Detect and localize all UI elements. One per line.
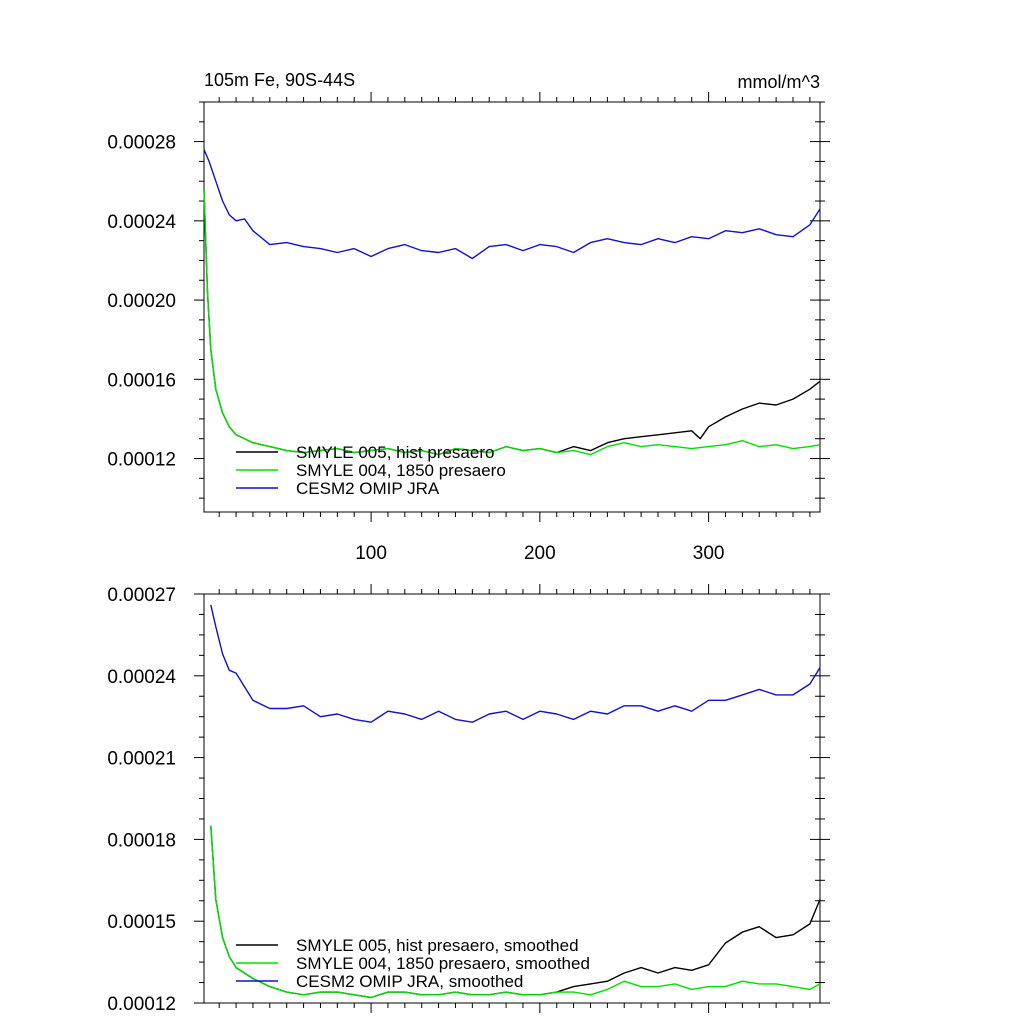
y-tick-label: 0.00018 bbox=[107, 830, 176, 851]
legend-label: CESM2 OMIP JRA bbox=[296, 479, 440, 498]
units-label: mmol/m^3 bbox=[738, 72, 820, 92]
top-panel: 0.00012 0.00016 0.00020 0.00024 0.00028 100 20… bbox=[107, 70, 830, 564]
bottom-panel: 0.00012 0.00015 0.00018 0.00021 0.00024 0.000… bbox=[107, 584, 830, 1015]
plot-frame bbox=[203, 101, 821, 513]
x-tick-label: 100 bbox=[355, 543, 387, 564]
legend-label: CESM2 OMIP JRA, smoothed bbox=[296, 972, 523, 991]
chart-title: 105m Fe, 90S-44S bbox=[204, 70, 355, 90]
legend-label: SMYLE 004, 1850 presaero, smoothed bbox=[296, 954, 590, 973]
x-tick-label: 300 bbox=[693, 543, 725, 564]
legend-label: SMYLE 005, hist presaero bbox=[296, 443, 494, 462]
series-line-2 bbox=[203, 189, 821, 456]
y-tick-label: 0.00020 bbox=[107, 291, 176, 312]
legend-label: SMYLE 005, hist presaero, smoothed bbox=[296, 936, 579, 955]
y-tick-label: 0.00028 bbox=[107, 133, 176, 154]
y-tick-label: 0.00027 bbox=[107, 585, 176, 606]
series-line-3 bbox=[203, 149, 821, 260]
y-tick-label: 0.00016 bbox=[107, 370, 176, 391]
y-tick-label: 0.00015 bbox=[107, 912, 176, 933]
x-tick-label: 200 bbox=[524, 543, 556, 564]
y-tick-label: 0.00012 bbox=[107, 994, 176, 1015]
y-tick-label: 0.00024 bbox=[107, 667, 176, 688]
y-tick-label: 0.00021 bbox=[107, 749, 176, 770]
series-line-1 bbox=[203, 189, 821, 456]
series-line-3 bbox=[210, 604, 821, 723]
series-line-2 bbox=[210, 825, 821, 999]
legend-label: SMYLE 004, 1850 presaero bbox=[296, 461, 506, 480]
y-tick-label: 0.00012 bbox=[107, 450, 176, 471]
y-tick-label: 0.00024 bbox=[107, 212, 176, 233]
